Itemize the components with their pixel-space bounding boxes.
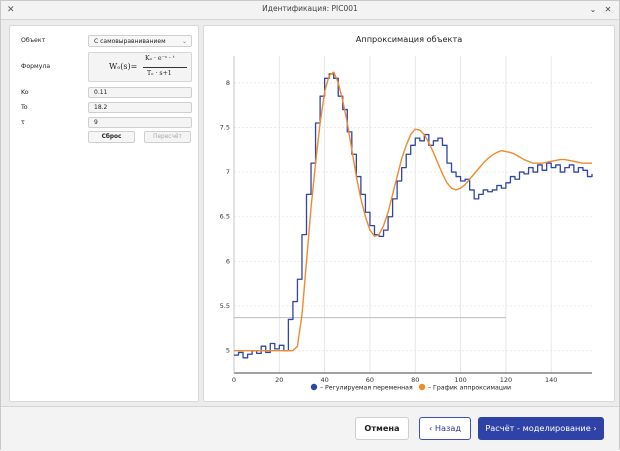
- object-type-select[interactable]: С самовыравниванием ⌄: [88, 35, 192, 47]
- back-button[interactable]: ‹ Назад: [419, 417, 471, 440]
- legend-label-approximation: – График аппроксимации: [428, 385, 511, 392]
- y-tick-label: 8: [226, 79, 230, 87]
- formula-fraction-bar: [143, 67, 187, 68]
- reset-button[interactable]: Сброс: [88, 131, 135, 143]
- chevron-left-icon: ‹: [428, 423, 435, 433]
- simulate-button[interactable]: Расчёт - моделирование ›: [478, 417, 604, 440]
- to-input[interactable]: 18.2: [88, 102, 192, 113]
- x-tick-label: 80: [411, 376, 419, 384]
- legend-marker-measured: [310, 383, 318, 391]
- chart-title: Аппроксимация объекта: [356, 34, 463, 44]
- legend-marker-approximation: [418, 383, 426, 391]
- series-line-approximation: [234, 71, 592, 352]
- cancel-button[interactable]: Отмена: [355, 417, 409, 440]
- legend-label-measured: – Регулируемая переменная: [320, 385, 413, 392]
- ko-input[interactable]: 0.11: [88, 87, 192, 98]
- app-logo-icon: ✕: [7, 5, 15, 15]
- object-type-value: С самовыравниванием: [94, 38, 166, 45]
- ko-label: Ko: [21, 89, 29, 96]
- simulate-button-label: Расчёт - моделирование: [485, 423, 591, 433]
- formula-numerator: Kₒ · e⁻ˢ · ᵗ: [145, 55, 175, 62]
- y-tick-label: 6: [226, 257, 230, 265]
- window-title: Идентификация: PIC001: [262, 4, 358, 13]
- y-tick-label: 7: [226, 168, 230, 176]
- y-tick-label: 7.5: [220, 123, 230, 131]
- parameters-panel: Объект С самовыравниванием ⌄ Формула Wₒ(…: [9, 25, 199, 402]
- y-tick-label: 5.5: [220, 302, 230, 310]
- x-tick-label: 100: [454, 376, 466, 384]
- title-bar: ✕ Идентификация: PIC001 ⌄ ✕: [1, 1, 619, 20]
- x-tick-label: 40: [320, 376, 328, 384]
- formula-denominator: Tₒ · s+1: [147, 70, 172, 77]
- close-icon[interactable]: ✕: [604, 5, 612, 14]
- object-label: Объект: [21, 37, 46, 44]
- y-tick-label: 6.5: [220, 213, 230, 221]
- chevron-right-icon: ›: [590, 423, 597, 433]
- x-tick-label: 60: [366, 376, 374, 384]
- series-line-measured: [234, 73, 593, 359]
- y-tick-label: 5: [226, 347, 230, 355]
- formula-display: Wₒ(s)= Kₒ · e⁻ˢ · ᵗ Tₒ · s+1: [88, 52, 192, 82]
- footer-bar: Отмена ‹ Назад Расчёт - моделирование ›: [1, 406, 619, 451]
- formula-label: Формула: [21, 63, 51, 70]
- x-tick-label: 120: [500, 376, 512, 384]
- recalc-button[interactable]: Пересчёт: [144, 131, 191, 143]
- chevron-down-icon: ⌄: [181, 38, 187, 45]
- x-tick-label: 20: [275, 376, 283, 384]
- tau-label: τ: [21, 119, 25, 126]
- formula-lhs: Wₒ(s)=: [109, 62, 138, 71]
- approximation-chart: Аппроксимация объекта 0 20 40 60 80 100 120 140…: [220, 34, 593, 392]
- chart-panel: Аппроксимация объекта 0 20 40 60 80 100 120 140…: [203, 25, 615, 402]
- minimize-icon[interactable]: ⌄: [589, 5, 597, 14]
- tau-input[interactable]: 9: [88, 117, 192, 128]
- x-tick-label: 0: [232, 376, 236, 384]
- back-button-label: Назад: [434, 423, 462, 433]
- to-label: To: [21, 104, 28, 111]
- x-tick-label: 140: [545, 376, 557, 384]
